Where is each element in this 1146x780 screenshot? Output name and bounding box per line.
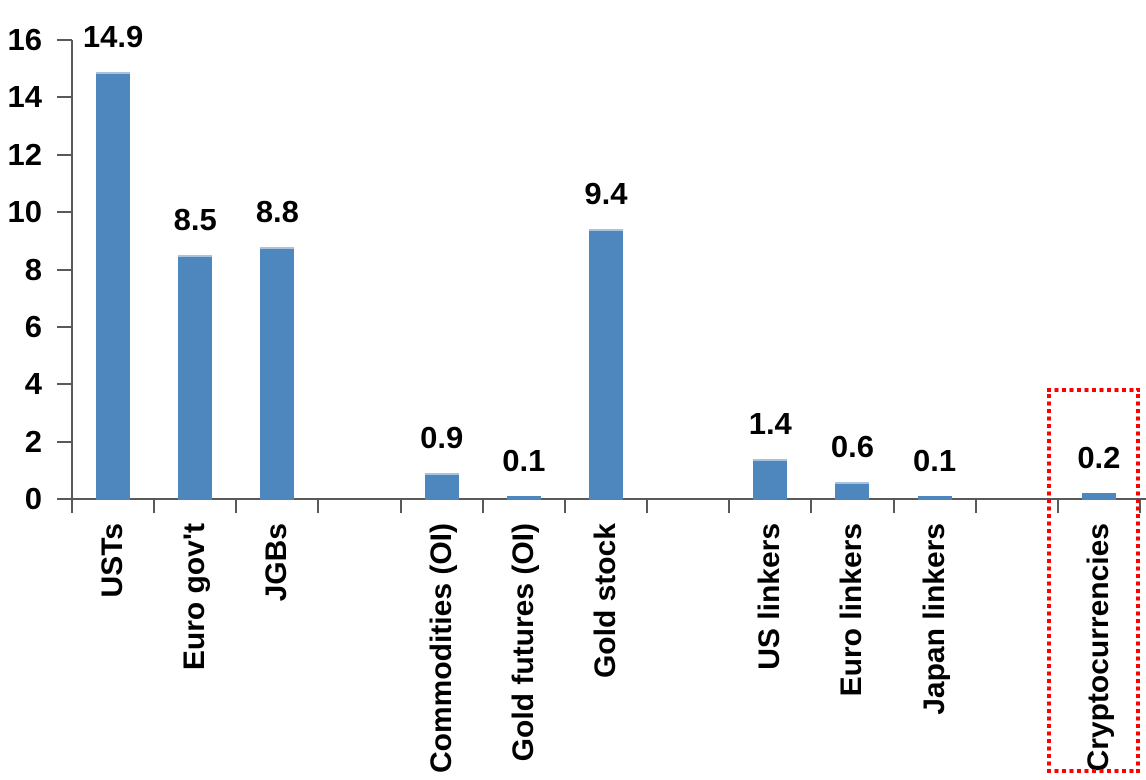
bar-euro-linkers: [835, 481, 870, 500]
y-axis-tick-mark: [57, 383, 72, 386]
y-axis-tick-mark: [57, 211, 72, 214]
y-axis-tick-mark: [57, 268, 72, 271]
value-label-jgbs: 8.8: [255, 193, 299, 229]
x-axis-tick-mark: [563, 500, 566, 513]
x-axis-tick-mark: [646, 500, 649, 513]
x-axis-tick-mark: [892, 500, 895, 513]
y-axis-tick-label: 12: [7, 136, 42, 172]
highlight-box-edge: [1135, 388, 1140, 773]
y-axis-line: [71, 40, 73, 500]
y-axis-tick-mark: [57, 498, 72, 500]
bar-jgbs: [260, 246, 295, 500]
highlight-box-edge: [1046, 769, 1140, 773]
value-label-gold-futures-oi: 0.1: [502, 443, 546, 479]
category-label-euro-gov-t: Euro gov't: [178, 523, 212, 671]
x-axis-tick-mark: [810, 500, 813, 513]
x-axis-tick-mark: [728, 500, 731, 513]
y-axis-tick-mark: [57, 39, 72, 41]
highlight-box-cryptocurrencies: [1046, 388, 1140, 773]
bar-usts: [96, 71, 131, 500]
y-axis-tick-label: 2: [24, 423, 42, 459]
highlight-box-edge: [1046, 388, 1140, 392]
y-axis-tick-label: 0: [24, 481, 42, 516]
value-label-euro-gov-t: 8.5: [173, 202, 217, 238]
x-axis-tick-mark: [399, 500, 402, 513]
y-axis-tick-label: 4: [24, 366, 42, 402]
bar-us-linkers: [753, 458, 788, 500]
category-label-jgbs: JGBs: [260, 523, 294, 602]
x-axis-tick-mark: [235, 500, 238, 513]
bar-gold-futures-oi: [506, 496, 541, 500]
x-axis-tick-mark: [1138, 500, 1141, 513]
y-axis-tick-label: 10: [7, 194, 42, 230]
category-label-gold-futures-oi: Gold futures (OI): [506, 523, 540, 762]
value-label-cryptocurrencies: 0.2: [1077, 440, 1121, 476]
y-axis-tick-label: 6: [24, 308, 42, 344]
x-axis-tick-mark: [1056, 500, 1059, 513]
highlight-box-edge: [1046, 388, 1051, 773]
value-label-us-linkers: 1.4: [748, 405, 792, 441]
x-axis-tick-mark: [974, 500, 977, 513]
y-axis-tick-label: 14: [7, 79, 42, 115]
x-axis-tick-mark: [153, 500, 156, 513]
bar-japan-linkers: [917, 496, 952, 500]
y-axis-tick-label: 16: [7, 22, 42, 57]
category-label-euro-linkers: Euro linkers: [835, 523, 869, 697]
value-label-gold-stock: 9.4: [584, 176, 628, 212]
y-axis-tick-mark: [57, 96, 72, 99]
value-label-usts: 14.9: [82, 18, 144, 54]
value-label-euro-linkers: 0.6: [830, 428, 874, 464]
bar-commodities-oi: [424, 473, 459, 500]
value-label-commodities-oi: 0.9: [420, 420, 464, 456]
x-axis-tick-mark: [481, 500, 484, 513]
bar-gold-stock: [588, 229, 623, 500]
y-axis-tick-mark: [57, 440, 72, 443]
y-axis-tick-mark: [57, 325, 72, 328]
category-label-us-linkers: US linkers: [753, 523, 787, 670]
category-label-usts: USTs: [96, 523, 130, 598]
value-label-japan-linkers: 0.1: [913, 443, 957, 479]
x-axis-tick-mark: [317, 500, 320, 513]
bar-cryptocurrencies: [1081, 493, 1116, 500]
category-label-commodities-oi: Commodities (OI): [424, 523, 458, 774]
y-axis-tick-label: 8: [24, 251, 42, 287]
category-label-gold-stock: Gold stock: [588, 523, 622, 679]
y-axis-tick-mark: [57, 153, 72, 156]
category-label-japan-linkers: Japan linkers: [917, 523, 951, 715]
x-axis-tick-mark: [71, 500, 73, 513]
bar-euro-gov-t: [178, 255, 213, 500]
